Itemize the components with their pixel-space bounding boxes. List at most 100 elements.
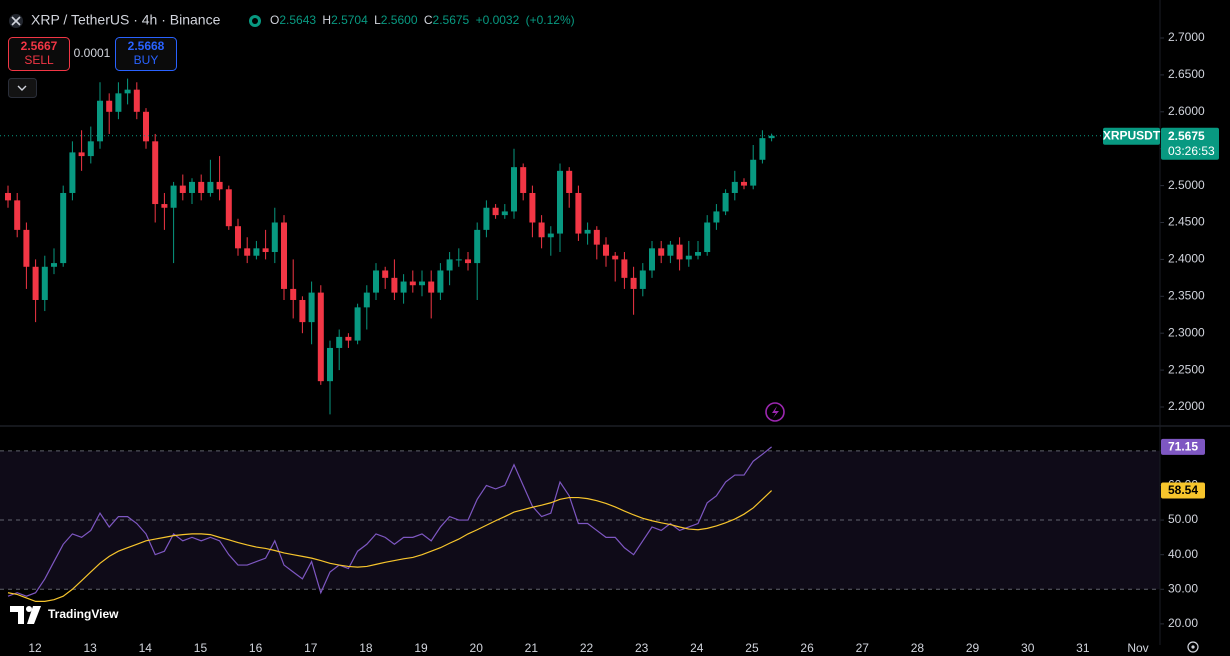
buy-label[interactable]: BUY (134, 53, 159, 67)
logo-mark (10, 606, 41, 624)
candle-body (69, 152, 76, 193)
candle-body (731, 181, 738, 193)
candle-body (584, 229, 591, 234)
candle-body (262, 248, 269, 253)
candle-body (152, 141, 159, 205)
candle-body (271, 222, 278, 253)
x-tick-label: 13 (83, 641, 97, 655)
spread: 0.0001 (74, 46, 111, 60)
candle-body (722, 192, 729, 212)
candle-body (179, 185, 186, 193)
candle-body (382, 270, 389, 278)
candle-body (363, 292, 370, 308)
candle-body (603, 244, 609, 256)
collapse-button[interactable] (8, 78, 37, 98)
y-tick-label: 2.4000 (1168, 252, 1205, 266)
candle-body (704, 222, 711, 253)
event-icon[interactable] (765, 402, 785, 422)
candle-body (253, 248, 260, 256)
y-tick-label: 2.7000 (1168, 30, 1205, 44)
indicator-pane (0, 446, 1164, 625)
candle-body (308, 292, 315, 323)
candle-body (695, 252, 701, 256)
legend-value: 2.5600 (381, 13, 418, 27)
candle-body (529, 192, 536, 223)
candle-body (575, 192, 582, 234)
x-tick-label: 24 (690, 641, 704, 655)
sell-button[interactable]: 2.5667 SELL (8, 37, 70, 71)
candle-body (133, 89, 140, 112)
y-tick-label: 2.6500 (1168, 67, 1205, 81)
candle-body (465, 259, 471, 264)
candle-body (87, 141, 94, 157)
legend-key: L (374, 13, 381, 27)
candle-body (649, 248, 655, 271)
sell-label[interactable]: SELL (24, 53, 54, 67)
candle-body (685, 255, 692, 260)
x-tick-label: Nov (1127, 641, 1148, 655)
candle-body (290, 288, 297, 300)
candle-body (106, 100, 113, 112)
candle-body (612, 255, 619, 260)
candle-body (345, 336, 352, 341)
x-tick-label: 15 (194, 641, 208, 655)
candle-body (474, 229, 481, 264)
candle-body (639, 270, 646, 289)
candle-body (244, 248, 251, 256)
buy-price[interactable]: 2.5668 (128, 39, 165, 53)
candle-body (207, 181, 214, 193)
candle-body (216, 181, 223, 190)
x-tick-label: 25 (745, 641, 759, 655)
candle-body (391, 277, 398, 293)
candle-body (373, 270, 379, 293)
legend-value: 2.5643 (279, 13, 316, 27)
candle-body (41, 266, 48, 300)
change: +0.0032 (476, 13, 520, 27)
legend-key: O (270, 13, 279, 27)
candle-body (354, 307, 361, 341)
price-tag (1161, 127, 1219, 160)
candle-body (281, 222, 287, 289)
candle-body (483, 207, 490, 230)
candle-body (124, 89, 131, 94)
sell-price[interactable]: 2.5667 (21, 39, 58, 53)
candle-body (336, 336, 343, 348)
legend-value: 2.5704 (331, 13, 368, 27)
candle-body (23, 229, 30, 267)
symbol-tag (1103, 127, 1160, 145)
candle-body (520, 167, 527, 193)
candle-body (170, 185, 177, 208)
symbol-icon (9, 14, 23, 28)
candle-body (235, 226, 241, 249)
ohlc-legend: O2.5643 H2.5704 L2.5600 C2.5675 +0.0032 … (270, 13, 575, 27)
indicator-y-tick-label: 20.00 (1168, 616, 1198, 630)
legend-key: H (322, 13, 331, 27)
candle-body (566, 170, 573, 193)
settings-icon[interactable] (1187, 641, 1199, 653)
price-tag-value: 2.5675 (1168, 129, 1205, 143)
indicator-value-label: 58.54 (1168, 483, 1198, 497)
candle-body (97, 100, 103, 142)
y-tick-label: 2.2500 (1168, 362, 1205, 376)
y-tick-label: 2.5000 (1168, 178, 1205, 192)
candle-body (115, 93, 122, 112)
indicator-line (7, 490, 773, 602)
candle-body (538, 222, 545, 238)
x-tick-label: 19 (414, 641, 428, 655)
candle-body (143, 111, 149, 142)
price-tag-countdown: 03:26:53 (1168, 144, 1215, 158)
indicator-y-tick-label: 50.00 (1168, 512, 1198, 526)
candle-body (437, 270, 444, 293)
chart-title: XRP / TetherUS · 4h · Binance (31, 12, 221, 28)
candle-body (446, 259, 453, 271)
buy-button[interactable]: 2.5668 BUY (115, 37, 177, 71)
market-status-dot (252, 18, 258, 24)
candle-body (14, 200, 21, 230)
candle-body (419, 281, 425, 286)
candle-body (713, 211, 720, 223)
candle-body (225, 189, 232, 227)
x-tick-label: 14 (139, 641, 153, 655)
candle-body (658, 248, 665, 256)
